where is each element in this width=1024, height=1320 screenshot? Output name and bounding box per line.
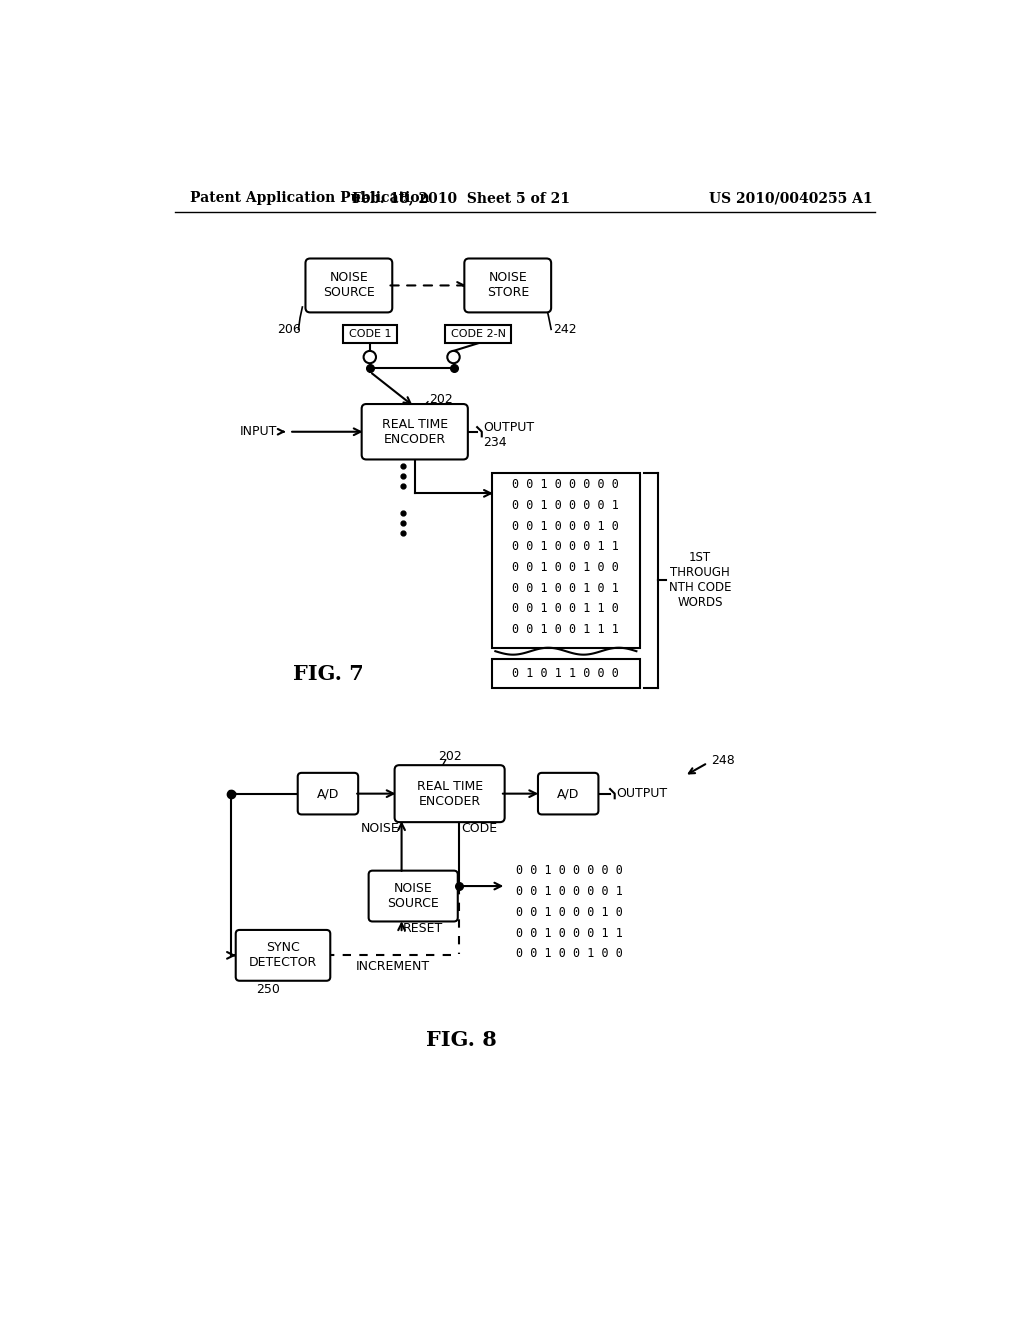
Text: 0 0 1 0 0 1 0 1: 0 0 1 0 0 1 0 1 (512, 582, 620, 595)
Bar (493, 659, 640, 688)
Text: 202: 202 (438, 750, 462, 763)
Text: 248: 248 (711, 754, 734, 767)
Text: 234: 234 (483, 436, 507, 449)
FancyBboxPatch shape (394, 766, 505, 822)
Text: 0 0 1 0 0 0 0 0: 0 0 1 0 0 0 0 0 (512, 478, 620, 491)
Text: A/D: A/D (557, 787, 580, 800)
Text: 0 0 1 0 0 1 1 1: 0 0 1 0 0 1 1 1 (512, 623, 620, 636)
Text: CODE 2-N: CODE 2-N (451, 329, 506, 339)
Bar (343, 325, 397, 343)
Text: NOISE
SOURCE: NOISE SOURCE (387, 882, 439, 909)
Text: 0 0 1 0 0 0 1 1: 0 0 1 0 0 0 1 1 (512, 540, 620, 553)
Text: NOISE: NOISE (360, 822, 399, 834)
Text: 0 1 0 1 1 0 0 0: 0 1 0 1 1 0 0 0 (512, 667, 620, 680)
Bar (493, 473, 640, 648)
FancyBboxPatch shape (361, 404, 468, 459)
FancyBboxPatch shape (464, 259, 551, 313)
Text: Feb. 18, 2010  Sheet 5 of 21: Feb. 18, 2010 Sheet 5 of 21 (352, 191, 570, 206)
Text: 0 0 1 0 0 0 1 1: 0 0 1 0 0 0 1 1 (515, 927, 623, 940)
FancyBboxPatch shape (298, 774, 358, 814)
Text: 0 0 1 0 0 0 1 0: 0 0 1 0 0 0 1 0 (515, 906, 623, 919)
Text: 0 0 1 0 0 1 0 0: 0 0 1 0 0 1 0 0 (515, 948, 623, 961)
Text: 0 0 1 0 0 0 0 0: 0 0 1 0 0 0 0 0 (515, 865, 623, 878)
Text: 1ST
THROUGH
NTH CODE
WORDS: 1ST THROUGH NTH CODE WORDS (669, 552, 731, 610)
Text: 0 0 1 0 0 0 1 0: 0 0 1 0 0 0 1 0 (512, 520, 620, 533)
Text: CODE: CODE (461, 822, 498, 834)
Text: INCREMENT: INCREMENT (355, 960, 430, 973)
FancyBboxPatch shape (305, 259, 392, 313)
Text: SYNC
DETECTOR: SYNC DETECTOR (249, 941, 317, 969)
Text: A/D: A/D (316, 787, 339, 800)
Text: 0 0 1 0 0 1 0 0: 0 0 1 0 0 1 0 0 (512, 561, 620, 574)
Text: CODE 1: CODE 1 (348, 329, 391, 339)
Text: 242: 242 (553, 323, 577, 335)
Text: 206: 206 (276, 323, 301, 335)
FancyBboxPatch shape (236, 929, 331, 981)
Text: OUTPUT: OUTPUT (483, 421, 535, 434)
Text: US 2010/0040255 A1: US 2010/0040255 A1 (710, 191, 872, 206)
Bar (445, 325, 511, 343)
Text: 202: 202 (429, 393, 453, 407)
Text: NOISE
STORE: NOISE STORE (486, 272, 528, 300)
Text: INPUT: INPUT (241, 425, 278, 438)
Text: 0 0 1 0 0 1 1 0: 0 0 1 0 0 1 1 0 (512, 602, 620, 615)
Text: REAL TIME
ENCODER: REAL TIME ENCODER (417, 780, 482, 808)
Text: OUTPUT: OUTPUT (616, 787, 668, 800)
FancyBboxPatch shape (369, 871, 458, 921)
FancyBboxPatch shape (538, 774, 598, 814)
Text: RESET: RESET (403, 921, 443, 935)
Text: REAL TIME
ENCODER: REAL TIME ENCODER (382, 417, 447, 446)
Circle shape (364, 351, 376, 363)
Text: 250: 250 (256, 982, 280, 995)
Text: 0 0 1 0 0 0 0 1: 0 0 1 0 0 0 0 1 (515, 884, 623, 898)
Text: 0 0 1 0 0 0 0 1: 0 0 1 0 0 0 0 1 (512, 499, 620, 512)
Text: NOISE
SOURCE: NOISE SOURCE (323, 272, 375, 300)
Text: FIG. 8: FIG. 8 (426, 1030, 497, 1049)
Circle shape (447, 351, 460, 363)
Text: FIG. 7: FIG. 7 (293, 664, 364, 684)
Text: Patent Application Publication: Patent Application Publication (190, 191, 430, 206)
